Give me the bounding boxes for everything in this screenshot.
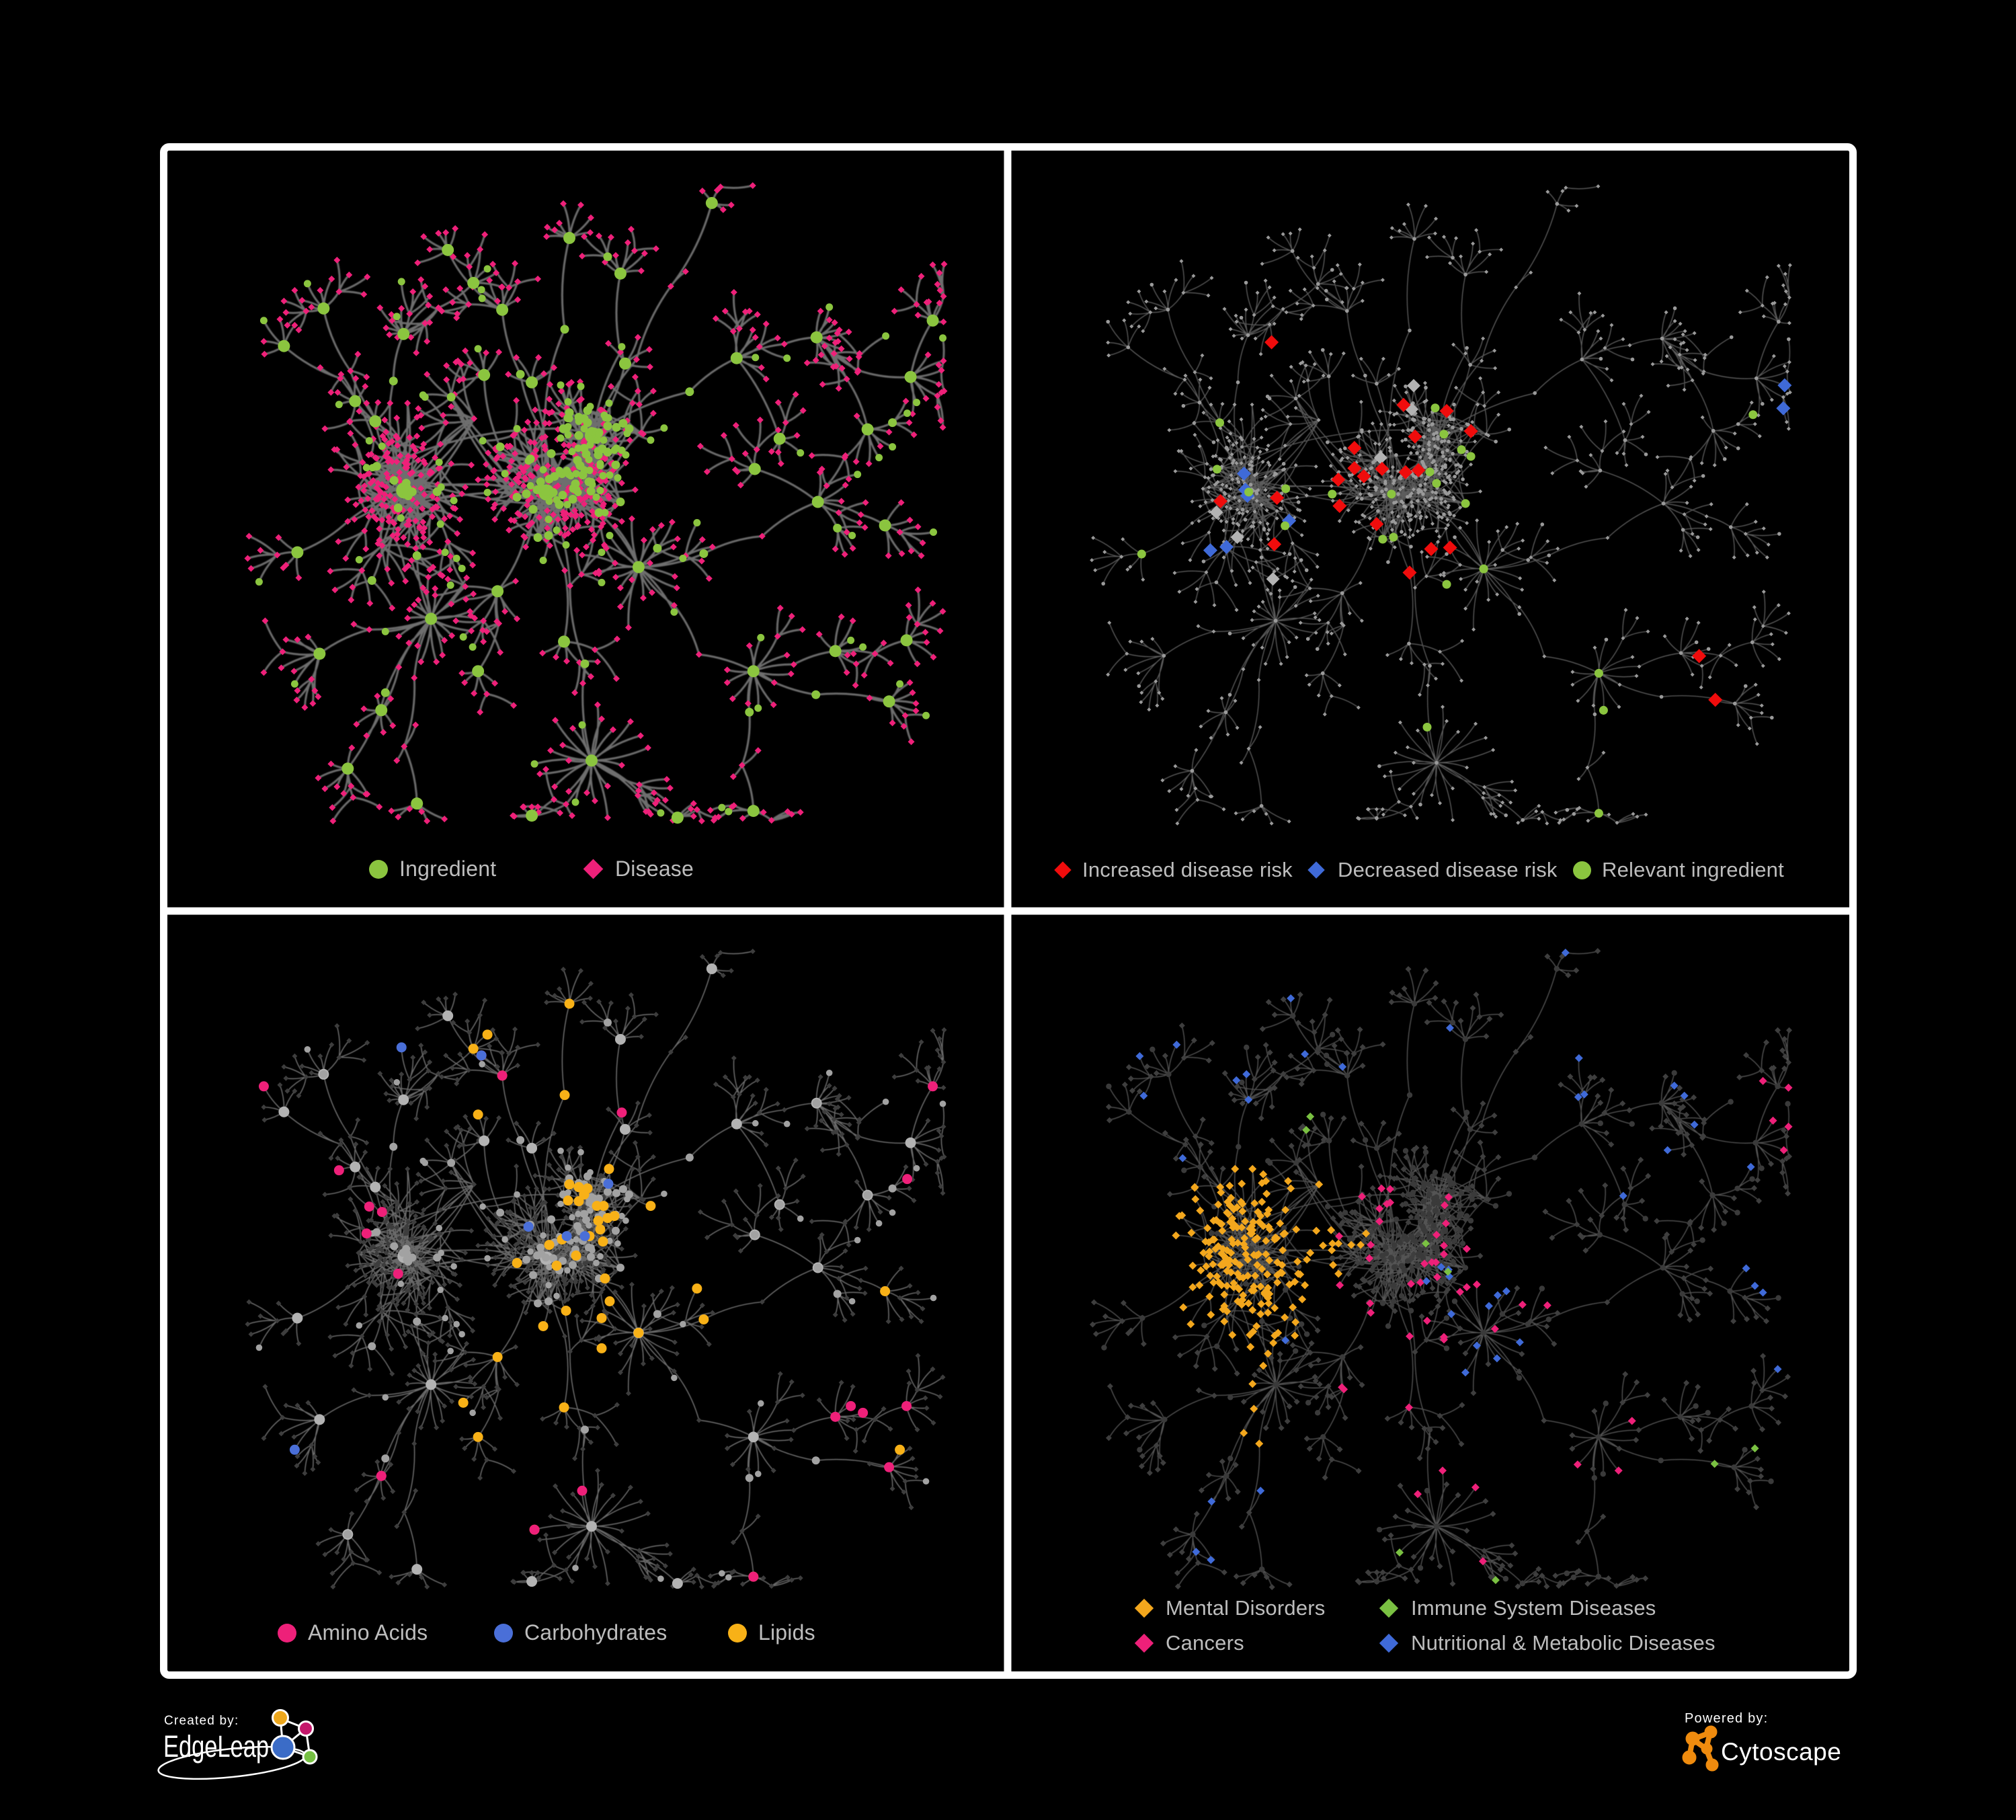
svg-text:Cytoscape: Cytoscape [1721, 1738, 1841, 1766]
svg-text:Created by:: Created by: [164, 1714, 239, 1728]
svg-text:EdgeLeap: EdgeLeap [163, 1729, 269, 1764]
svg-text:Powered by:: Powered by: [1685, 1711, 1768, 1726]
